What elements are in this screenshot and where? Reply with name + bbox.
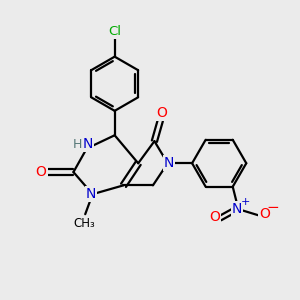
Text: O: O [36,165,46,179]
Text: O: O [209,210,220,224]
Text: N: N [86,187,96,201]
Text: Cl: Cl [108,25,121,38]
Text: O: O [156,106,167,120]
Text: N: N [164,156,174,170]
Text: O: O [260,207,270,221]
Text: +: + [241,197,250,207]
Text: H: H [73,138,83,151]
Text: N: N [83,137,93,151]
Text: −: − [266,200,279,214]
Text: N: N [232,202,242,216]
Text: CH₃: CH₃ [73,217,94,230]
